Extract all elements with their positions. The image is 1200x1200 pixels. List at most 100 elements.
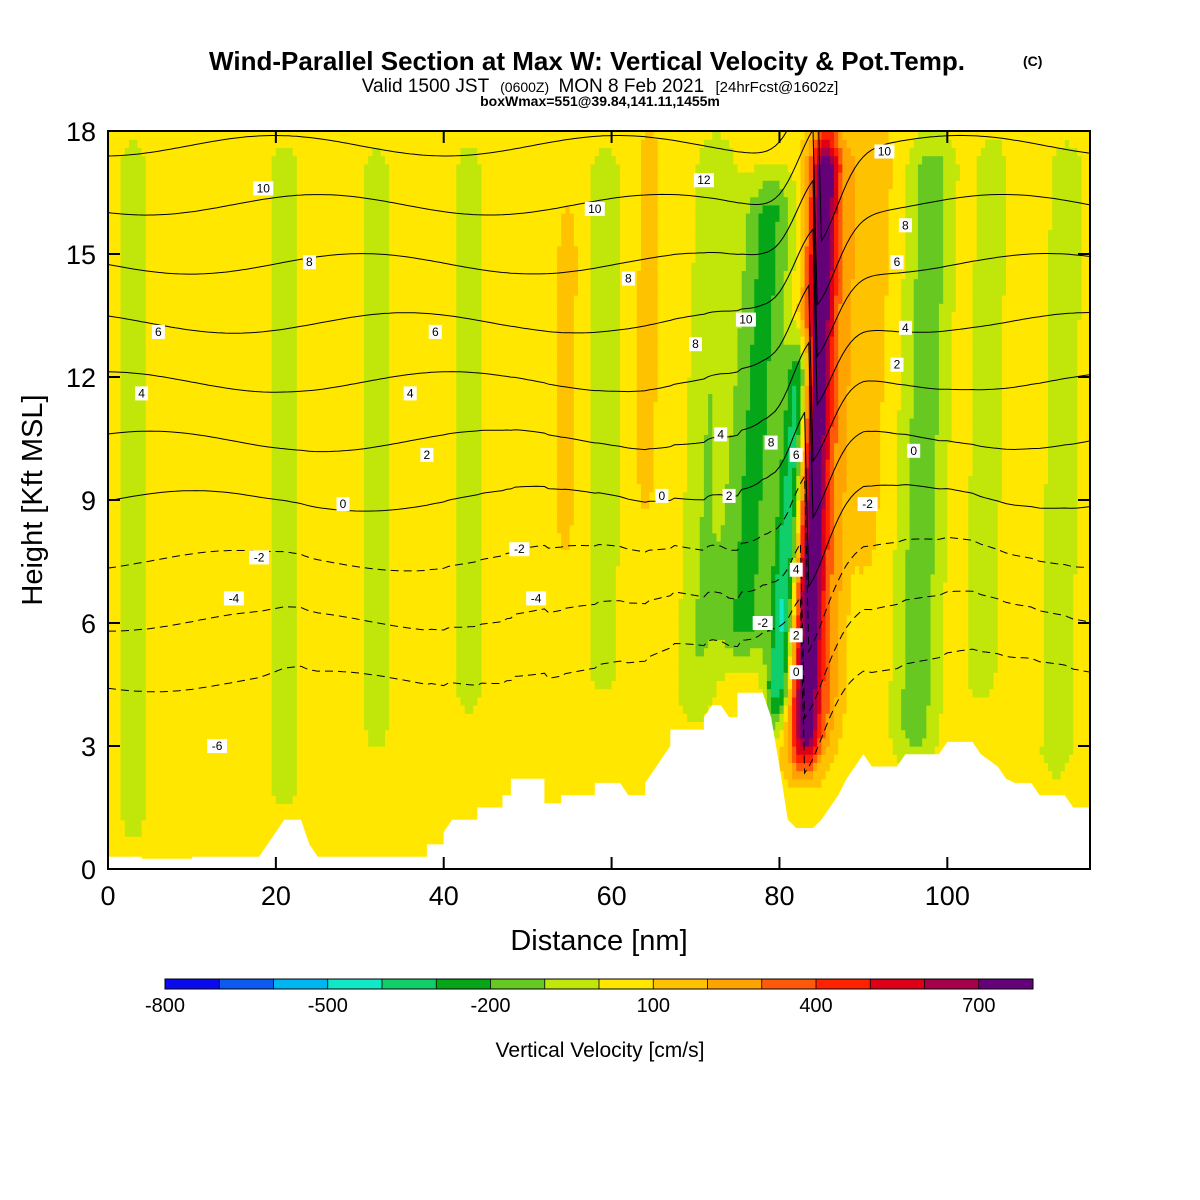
velocity-cell bbox=[296, 442, 365, 452]
velocity-cell bbox=[934, 442, 948, 452]
velocity-cell bbox=[762, 655, 772, 665]
velocity-cell bbox=[573, 344, 592, 353]
velocity-cell bbox=[108, 778, 122, 788]
velocity-cell bbox=[720, 524, 743, 534]
velocity-cell bbox=[145, 713, 273, 722]
velocity-cell bbox=[108, 500, 122, 509]
velocity-cell bbox=[1001, 344, 1049, 353]
velocity-cell bbox=[846, 655, 894, 665]
velocity-cell bbox=[813, 377, 827, 386]
velocity-cell bbox=[821, 713, 827, 722]
velocity-cell bbox=[590, 270, 621, 280]
velocity-cell bbox=[145, 590, 273, 599]
velocity-cell bbox=[938, 729, 1045, 739]
velocity-cell bbox=[636, 434, 655, 444]
velocity-cell bbox=[880, 483, 898, 493]
velocity-cell bbox=[363, 262, 390, 271]
velocity-cell bbox=[796, 401, 802, 411]
velocity-cell bbox=[842, 729, 890, 739]
velocity-cell bbox=[800, 729, 814, 739]
velocity-cell bbox=[590, 647, 617, 657]
velocity-cell bbox=[787, 385, 793, 394]
x-tick-label: 100 bbox=[925, 881, 970, 911]
velocity-cell bbox=[804, 393, 810, 403]
velocity-cell bbox=[888, 221, 906, 230]
velocity-cell bbox=[854, 204, 890, 214]
velocity-cell bbox=[363, 721, 390, 731]
velocity-cell bbox=[1073, 721, 1090, 731]
velocity-cell bbox=[456, 254, 483, 263]
velocity-cell bbox=[834, 172, 839, 181]
velocity-cell bbox=[896, 426, 911, 435]
velocity-cell bbox=[800, 180, 806, 189]
velocity-cell bbox=[557, 327, 575, 337]
velocity-cell bbox=[120, 705, 147, 714]
velocity-cell bbox=[796, 582, 802, 591]
velocity-cell bbox=[838, 319, 852, 329]
velocity-cell bbox=[834, 163, 839, 173]
velocity-cell bbox=[792, 311, 802, 321]
velocity-cell bbox=[800, 721, 814, 731]
velocity-cell bbox=[854, 163, 894, 173]
velocity-cell bbox=[120, 557, 147, 567]
velocity-cell bbox=[905, 549, 936, 558]
velocity-cell bbox=[460, 696, 478, 706]
velocity-cell bbox=[813, 393, 827, 403]
velocity-cell bbox=[615, 573, 684, 583]
velocity-cell bbox=[296, 598, 365, 608]
velocity-cell bbox=[657, 270, 692, 280]
velocity-cell bbox=[972, 393, 1003, 403]
velocity-cell bbox=[120, 696, 147, 706]
velocity-cell bbox=[842, 549, 873, 558]
y-tick-label: 9 bbox=[81, 486, 96, 516]
velocity-cell bbox=[1001, 491, 1045, 501]
velocity-cell bbox=[968, 516, 999, 526]
velocity-cell bbox=[901, 344, 915, 353]
velocity-cell bbox=[456, 262, 483, 271]
velocity-cell bbox=[804, 303, 810, 312]
velocity-cell bbox=[813, 368, 827, 378]
velocity-cell bbox=[456, 401, 483, 411]
velocity-cell bbox=[951, 327, 974, 337]
velocity-cell bbox=[947, 573, 969, 583]
velocity-cell bbox=[817, 131, 823, 140]
velocity-cell bbox=[813, 278, 831, 288]
velocity-cell bbox=[884, 336, 902, 345]
velocity-cell bbox=[708, 409, 713, 419]
velocity-cell bbox=[955, 303, 974, 312]
velocity-cell bbox=[821, 442, 827, 452]
velocity-cell bbox=[754, 311, 772, 321]
velocity-cell bbox=[775, 614, 781, 624]
velocity-cell bbox=[145, 401, 273, 411]
velocity-cell bbox=[481, 672, 592, 681]
velocity-cell bbox=[938, 401, 953, 411]
velocity-cell bbox=[657, 262, 692, 271]
velocity-cell bbox=[838, 590, 852, 599]
velocity-cell bbox=[938, 377, 953, 386]
velocity-cell bbox=[1077, 344, 1090, 353]
velocity-cell bbox=[779, 762, 793, 772]
velocity-cell bbox=[829, 147, 835, 157]
velocity-cell bbox=[363, 327, 390, 337]
velocity-cell bbox=[389, 655, 457, 665]
velocity-cell bbox=[804, 237, 810, 247]
velocity-cell bbox=[905, 639, 932, 649]
velocity-cell bbox=[296, 541, 365, 550]
velocity-cell bbox=[779, 705, 785, 714]
velocity-cell bbox=[829, 631, 839, 640]
velocity-cell bbox=[993, 680, 1045, 690]
velocity-cell bbox=[913, 360, 940, 370]
velocity-cell bbox=[363, 180, 390, 189]
velocity-cell bbox=[842, 295, 852, 304]
velocity-cell bbox=[892, 664, 906, 673]
velocity-cell bbox=[997, 516, 1045, 526]
velocity-cell bbox=[783, 311, 793, 321]
velocity-cell bbox=[955, 196, 978, 206]
velocity-cell bbox=[838, 426, 848, 435]
velocity-cell bbox=[758, 549, 776, 558]
velocity-cell bbox=[947, 475, 969, 485]
velocity-cell bbox=[930, 614, 944, 624]
velocity-cell bbox=[821, 450, 827, 460]
velocity-cell bbox=[1077, 516, 1090, 526]
velocity-cell bbox=[716, 532, 722, 542]
